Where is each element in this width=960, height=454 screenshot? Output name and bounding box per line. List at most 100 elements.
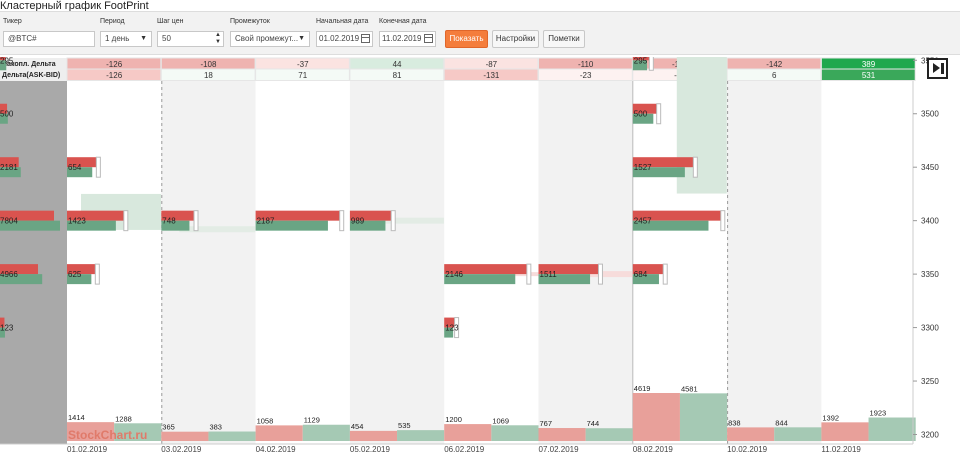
x-tick-label: 06.02.2019 [444, 445, 485, 454]
volume-label-sell: 4619 [634, 384, 651, 393]
x-tick-label: 08.02.2019 [633, 445, 674, 454]
cluster-label: 2146 [445, 270, 463, 279]
delta-value: 6 [772, 71, 777, 80]
volume-bar-sell [727, 427, 775, 441]
cluster-bar-buy [632, 113, 654, 124]
period-select[interactable]: 1 день ▼ [100, 31, 152, 47]
step-input[interactable]: 50 ▲ ▼ [157, 31, 224, 47]
y-tick-label: 3350 [921, 270, 939, 279]
volume-label-buy: 1069 [492, 416, 509, 425]
cluster-bar-cap [692, 156, 698, 178]
volume-label-sell: 1392 [822, 413, 839, 422]
cluster-bar-cap [648, 57, 654, 71]
volume-bar-buy [397, 430, 445, 441]
range-label: Промежуток [230, 18, 270, 25]
calendar-icon[interactable] [424, 34, 433, 43]
notes-button[interactable]: Пометки [543, 30, 585, 48]
volume-label-buy: 383 [209, 423, 222, 432]
cluster-bar-cap [390, 210, 396, 232]
volume-bar-buy [302, 424, 350, 441]
poc-connector [179, 226, 256, 233]
y-tick-label: 3400 [921, 217, 939, 226]
cluster-label: 2187 [257, 217, 275, 226]
profile-bar-sell [0, 157, 19, 168]
profile-label: 295 [0, 57, 14, 65]
delta-cell [443, 68, 539, 81]
start-date-input[interactable]: 01.02.2019 [316, 31, 373, 47]
show-button[interactable]: Показать [445, 30, 488, 48]
cluster-label: 748 [162, 217, 176, 226]
volume-bar-buy [868, 417, 916, 441]
profile-bar-sell [0, 210, 54, 221]
cluster-bar-cap [123, 210, 129, 232]
delta-value: -23 [580, 71, 592, 80]
cluster-label: 1423 [68, 217, 86, 226]
cluster-bar-buy [632, 220, 709, 231]
settings-button[interactable]: Настройки [492, 30, 539, 48]
cluster-bar-buy [349, 220, 386, 231]
cluster-bar-cap [526, 263, 532, 285]
stepper-icon[interactable]: ▲ ▼ [215, 32, 221, 45]
x-tick-label: 10.02.2019 [727, 445, 768, 454]
end-date-value: 11.02.2019 [382, 34, 422, 43]
volume-bar-sell [538, 428, 586, 441]
cum-delta-value: -87 [486, 60, 498, 69]
delta-value: 81 [393, 71, 402, 80]
calendar-icon[interactable] [361, 34, 370, 43]
cluster-bar-cap [339, 210, 345, 232]
delta-label: Дельта(ASK-BID) [2, 72, 60, 79]
volume-bar-sell [632, 393, 680, 441]
header-label-bg [0, 58, 67, 81]
volume-bar-buy [774, 427, 822, 441]
profile-bar-buy [0, 274, 43, 285]
cluster-bar-sell [349, 210, 392, 221]
period-label: Период [100, 18, 125, 25]
cluster-bar-sell [538, 264, 599, 275]
profile-bar-buy [0, 220, 60, 231]
profile-label: 4966 [0, 270, 18, 279]
volume-bar-sell [349, 430, 398, 441]
cum-delta-value: -37 [297, 60, 309, 69]
toolbar: Тикер @BTC# Период 1 день ▼ Шаг цен 50 ▲… [0, 11, 960, 55]
cluster-bar-cap [720, 210, 726, 232]
cluster-bar-sell [67, 264, 96, 275]
cum-delta-value: 44 [393, 60, 402, 69]
page-title: Кластерный график FootPrint [0, 0, 149, 12]
cluster-bar-buy [632, 60, 648, 71]
cluster-bar-cap [95, 156, 101, 178]
profile-label: 7804 [0, 217, 18, 226]
volume-label-sell: 454 [351, 422, 364, 431]
x-tick-label: 07.02.2019 [539, 445, 580, 454]
volume-bar-buy [585, 428, 633, 441]
delta-value: -126 [106, 71, 123, 80]
start-date-value: 01.02.2019 [319, 34, 360, 43]
cluster-bar-buy [67, 167, 93, 178]
delta-value: 18 [204, 71, 213, 80]
cum-delta-value: -110 [578, 60, 594, 69]
poc-connector [374, 217, 444, 224]
poc-connector [576, 271, 633, 278]
ticker-input[interactable]: @BTC# [3, 31, 95, 47]
volume-bar-sell [444, 424, 492, 441]
cluster-bar-sell [67, 157, 97, 168]
cluster-bar-cap [94, 263, 100, 285]
end-date-input[interactable]: 11.02.2019 [379, 31, 436, 47]
range-select[interactable]: Свой промежут... ▼ [230, 31, 310, 47]
cum-delta-label: Накопл. Дельта [2, 61, 56, 68]
volume-label-sell: 767 [540, 419, 553, 428]
cluster-bar-sell [444, 317, 455, 328]
step-value: 50 [162, 34, 171, 43]
cluster-bar-cap [454, 317, 460, 339]
volume-bar-buy [679, 393, 728, 441]
end-bar-icon [941, 63, 944, 74]
footprint-chart[interactable]: Накопл. Дельта Дельта(ASK-BID) -126 -108 -37… [0, 57, 960, 454]
delta-value: 531 [862, 71, 876, 80]
cluster-bar-sell [632, 210, 721, 221]
cluster-bar-sell [161, 210, 195, 221]
y-tick-label: 3200 [921, 431, 939, 440]
play-end-icon [933, 63, 940, 73]
scroll-to-end-button[interactable] [927, 58, 948, 79]
cluster-label: 654 [68, 163, 82, 172]
cluster-label: 625 [68, 270, 82, 279]
day-column-shade [349, 81, 445, 444]
